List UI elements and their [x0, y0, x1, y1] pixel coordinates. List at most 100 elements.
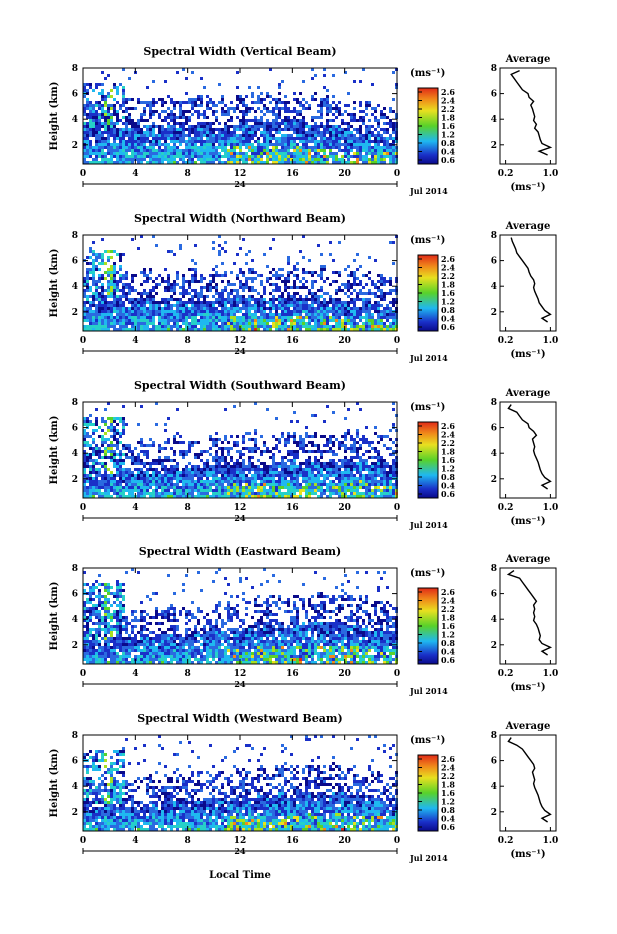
heatmap-cell — [200, 301, 203, 304]
heatmap-cell — [227, 441, 230, 444]
heatmap-cell — [338, 241, 341, 244]
heatmap-cell — [368, 271, 371, 274]
heatmap-cell — [164, 307, 167, 310]
heatmap-cell — [134, 107, 137, 110]
heatmap-cell — [137, 313, 140, 316]
heatmap-cell — [179, 304, 182, 307]
heatmap-cell — [110, 426, 113, 429]
heatmap-cell — [95, 310, 98, 313]
heatmap-cell — [242, 271, 245, 274]
heatmap-cell — [113, 143, 116, 146]
heatmap-cell — [227, 477, 230, 480]
heatmap-cell — [95, 429, 98, 432]
heatmap-cell — [164, 456, 167, 459]
heatmap-cell — [113, 134, 116, 137]
heatmap-cell — [176, 131, 179, 134]
heatmap-cell — [227, 453, 230, 456]
heatmap-cell — [209, 304, 212, 307]
heatmap-cell — [293, 92, 296, 95]
heatmap-cell — [101, 113, 104, 116]
heatmap-cell — [191, 468, 194, 471]
heatmap-cell — [86, 301, 89, 304]
heatmap-cell — [329, 125, 332, 128]
heatmap-cell — [122, 101, 125, 104]
heatmap-cell — [311, 98, 314, 101]
heatmap-cell — [272, 146, 275, 149]
heatmap-cell — [251, 462, 254, 465]
heatmap-cell — [239, 125, 242, 128]
heatmap-cell — [281, 319, 284, 322]
heatmap-cell — [269, 486, 272, 489]
heatmap-cell — [197, 280, 200, 283]
heatmap-cell — [284, 146, 287, 149]
heatmap-cell — [92, 477, 95, 480]
heatmap-cell — [332, 137, 335, 140]
heatmap-cell — [320, 146, 323, 149]
heatmap-cell — [263, 313, 266, 316]
heatmap-cell — [302, 98, 305, 101]
heatmap-cell — [326, 450, 329, 453]
heatmap-cell — [188, 486, 191, 489]
heatmap-cell — [95, 140, 98, 143]
heatmap-cell — [200, 316, 203, 319]
heatmap-cell — [197, 292, 200, 295]
heatmap-cell — [98, 134, 101, 137]
heatmap-cell — [104, 408, 107, 411]
heatmap-cell — [254, 447, 257, 450]
heatmap-cell — [128, 158, 131, 161]
heatmap-cell — [173, 450, 176, 453]
heatmap-cell — [332, 313, 335, 316]
heatmap-cell — [344, 122, 347, 125]
heatmap-cell — [212, 143, 215, 146]
heatmap-cell — [203, 310, 206, 313]
heatmap-cell — [140, 492, 143, 495]
heatmap-cell — [248, 304, 251, 307]
heatmap-cell — [380, 289, 383, 292]
heatmap-cell — [200, 158, 203, 161]
heatmap-cell — [173, 474, 176, 477]
heatmap-cell — [137, 149, 140, 152]
heatmap-cell — [266, 316, 269, 319]
heatmap-cell — [98, 468, 101, 471]
heatmap-cell — [353, 310, 356, 313]
heatmap-cell — [119, 307, 122, 310]
heatmap-cell — [104, 98, 107, 101]
heatmap-cell — [98, 447, 101, 450]
heatmap-cell — [143, 280, 146, 283]
heatmap-cell — [116, 322, 119, 325]
heatmap-cell — [191, 301, 194, 304]
heatmap-cell — [353, 134, 356, 137]
heatmap-cell — [236, 435, 239, 438]
heatmap-cell — [107, 119, 110, 122]
average-x-label: (ms⁻¹) — [510, 182, 545, 193]
heatmap-cell — [296, 465, 299, 468]
heatmap-cell — [299, 325, 302, 328]
heatmap-cell — [233, 146, 236, 149]
heatmap-cell — [281, 292, 284, 295]
heatmap-cell — [170, 119, 173, 122]
heatmap-cell — [362, 316, 365, 319]
heatmap-cell — [305, 131, 308, 134]
heatmap-cell — [257, 149, 260, 152]
heatmap-cell — [302, 298, 305, 301]
heatmap-cell — [149, 113, 152, 116]
heatmap-cell — [197, 158, 200, 161]
heatmap-cell — [146, 125, 149, 128]
heatmap-cell — [317, 307, 320, 310]
heatmap-cell — [299, 155, 302, 158]
heatmap-cell — [119, 301, 122, 304]
heatmap-cell — [176, 489, 179, 492]
heatmap-cell — [110, 250, 113, 253]
heatmap-cell — [248, 286, 251, 289]
heatmap-cell — [293, 489, 296, 492]
heatmap-cell — [227, 113, 230, 116]
heatmap-cell — [170, 125, 173, 128]
heatmap-cell — [203, 468, 206, 471]
heatmap-cell — [377, 122, 380, 125]
heatmap-cell — [248, 277, 251, 280]
heatmap-cell — [194, 474, 197, 477]
heatmap-cell — [176, 462, 179, 465]
heatmap-cell — [125, 423, 128, 426]
heatmap-cell — [248, 134, 251, 137]
heatmap-cell — [317, 274, 320, 277]
